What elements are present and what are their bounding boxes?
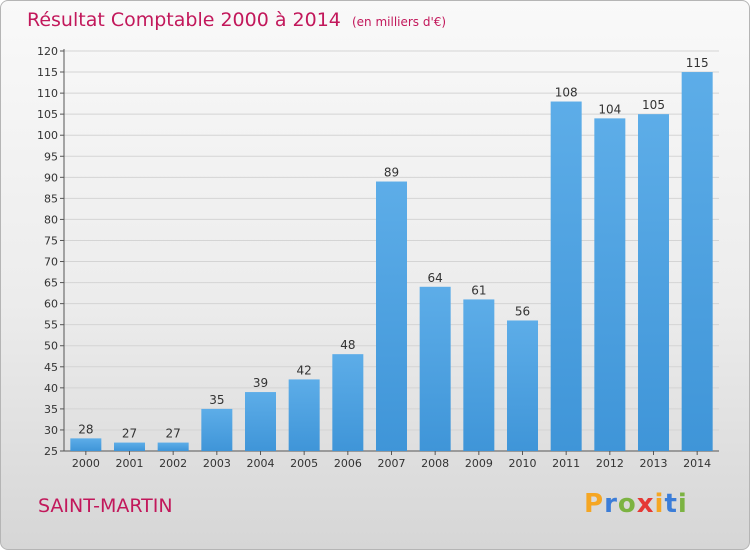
x-tick-label: 2005 <box>290 457 318 470</box>
bar <box>245 392 276 451</box>
bar <box>114 442 145 451</box>
data-label: 48 <box>340 338 355 352</box>
bar <box>419 286 451 451</box>
x-tick-label: 2008 <box>421 457 449 470</box>
y-tick-label: 25 <box>44 445 58 458</box>
bar <box>288 379 320 451</box>
chart-unit: (en milliers d'€) <box>351 15 447 29</box>
x-tick-label: 2011 <box>552 457 580 470</box>
data-label: 27 <box>166 427 181 441</box>
y-tick-label: 100 <box>37 129 58 142</box>
x-tick-label: 2010 <box>509 457 537 470</box>
bar <box>550 101 582 452</box>
logo-letter: i <box>654 489 665 519</box>
data-label: 28 <box>78 422 93 436</box>
logo-letter: P <box>584 489 605 519</box>
y-tick-label: 55 <box>44 319 58 332</box>
y-tick-label: 40 <box>44 382 58 395</box>
x-tick-label: 2002 <box>159 457 187 470</box>
chart-title: Résultat Comptable 2000 à 2014 (en milli… <box>27 9 446 31</box>
y-tick-label: 70 <box>44 256 58 269</box>
data-label: 64 <box>428 271 443 285</box>
logo-letter: x <box>636 489 655 519</box>
y-tick-label: 115 <box>37 66 58 79</box>
bar <box>332 354 364 451</box>
data-label: 108 <box>555 86 578 100</box>
y-tick-label: 120 <box>37 45 58 58</box>
data-label: 56 <box>515 304 530 318</box>
y-tick-label: 105 <box>37 108 58 121</box>
logo-letter: r <box>604 489 618 519</box>
bar <box>201 408 233 451</box>
bar <box>463 299 495 451</box>
data-label: 35 <box>209 393 224 407</box>
y-tick-label: 60 <box>44 298 58 311</box>
chart-title-text: Résultat Comptable 2000 à 2014 <box>27 9 341 31</box>
bar <box>157 442 189 451</box>
x-tick-label: 2012 <box>596 457 624 470</box>
bar <box>638 114 669 451</box>
proxiti-logo: Proxiti <box>584 489 688 519</box>
data-label: 39 <box>253 376 268 390</box>
commune-name: SAINT-MARTIN <box>38 495 173 517</box>
x-tick-label: 2009 <box>465 457 493 470</box>
bar <box>507 320 538 451</box>
logo-letter: t <box>664 489 678 519</box>
data-label: 42 <box>297 363 312 377</box>
y-tick-label: 80 <box>44 213 58 226</box>
data-label: 105 <box>642 98 665 112</box>
y-tick-label: 75 <box>44 234 58 247</box>
x-tick-label: 2000 <box>72 457 100 470</box>
logo-letter: o <box>617 489 637 519</box>
y-tick-label: 45 <box>44 361 58 374</box>
y-tick-label: 95 <box>44 150 58 163</box>
y-tick-label: 35 <box>44 403 58 416</box>
bar <box>70 438 102 451</box>
x-tick-label: 2003 <box>203 457 231 470</box>
logo-letter: i <box>677 489 688 519</box>
x-tick-label: 2013 <box>640 457 668 470</box>
data-label: 115 <box>686 56 709 70</box>
x-tick-label: 2001 <box>116 457 144 470</box>
x-tick-label: 2007 <box>378 457 406 470</box>
y-tick-label: 85 <box>44 192 58 205</box>
bar <box>376 181 407 452</box>
y-tick-label: 65 <box>44 277 58 290</box>
data-label: 27 <box>122 427 137 441</box>
y-tick-label: 110 <box>37 87 58 100</box>
bar <box>594 118 626 452</box>
data-label: 89 <box>384 166 399 180</box>
y-tick-label: 30 <box>44 424 58 437</box>
y-tick-label: 90 <box>44 171 58 184</box>
x-tick-label: 2006 <box>334 457 362 470</box>
x-tick-label: 2014 <box>683 457 711 470</box>
y-tick-label: 50 <box>44 340 58 353</box>
data-label: 104 <box>598 102 621 116</box>
x-tick-label: 2004 <box>247 457 275 470</box>
data-label: 61 <box>471 283 486 297</box>
bar <box>681 72 713 451</box>
